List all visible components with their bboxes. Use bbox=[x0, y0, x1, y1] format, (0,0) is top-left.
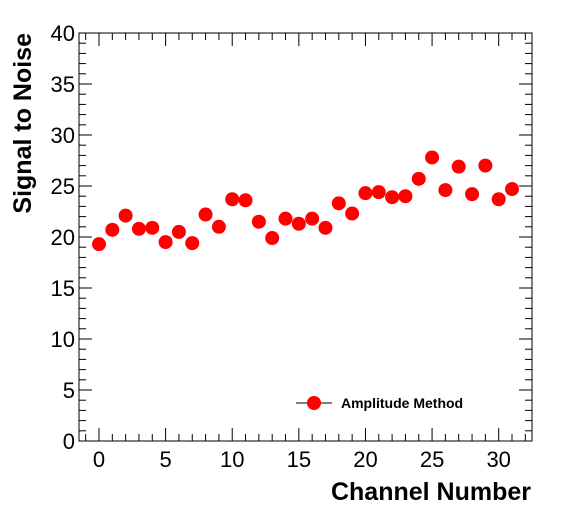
y-tick-label: 10 bbox=[51, 327, 75, 352]
data-point bbox=[238, 193, 253, 208]
legend: Amplitude Method bbox=[296, 395, 463, 411]
data-point bbox=[425, 150, 440, 165]
data-point bbox=[451, 159, 466, 174]
data-point bbox=[331, 196, 346, 211]
legend-label: Amplitude Method bbox=[341, 395, 463, 411]
data-point bbox=[225, 192, 240, 207]
data-point bbox=[145, 220, 160, 235]
y-axis-title: Signal to Noise bbox=[9, 33, 37, 214]
data-point bbox=[105, 222, 120, 237]
data-point bbox=[318, 220, 333, 235]
y-tick-label: 20 bbox=[51, 225, 75, 250]
data-point bbox=[131, 221, 146, 236]
x-tick-label: 0 bbox=[93, 447, 105, 472]
data-point bbox=[358, 186, 373, 201]
data-point bbox=[251, 214, 266, 229]
data-point bbox=[171, 224, 186, 239]
data-point bbox=[158, 235, 173, 250]
y-tick-label: 0 bbox=[63, 429, 75, 454]
x-axis-title: Channel Number bbox=[331, 478, 531, 506]
x-tick-label: 10 bbox=[220, 447, 244, 472]
data-point bbox=[491, 192, 506, 207]
y-tick-label: 25 bbox=[51, 174, 75, 199]
x-tick-label: 15 bbox=[287, 447, 311, 472]
y-tick-label: 30 bbox=[51, 123, 75, 148]
data-point bbox=[265, 231, 280, 246]
data-point bbox=[505, 182, 520, 197]
tick-labels: 0 5 10 15 20 25 30 0 5 10 15 20 25 30 35 40 bbox=[51, 21, 511, 472]
data-point bbox=[478, 158, 493, 173]
axis-ticks bbox=[79, 32, 532, 442]
data-point bbox=[465, 187, 480, 202]
data-point bbox=[305, 211, 320, 226]
data-point bbox=[278, 211, 293, 226]
data-point bbox=[371, 185, 386, 200]
x-tick-label: 30 bbox=[486, 447, 510, 472]
legend-marker bbox=[307, 396, 321, 410]
data-point bbox=[398, 189, 413, 204]
data-point bbox=[291, 216, 306, 231]
y-tick-label: 5 bbox=[63, 378, 75, 403]
data-point bbox=[211, 219, 226, 234]
data-point bbox=[438, 183, 453, 198]
data-point bbox=[385, 190, 400, 205]
data-point bbox=[411, 171, 426, 186]
x-tick-label: 20 bbox=[353, 447, 377, 472]
y-tick-label: 40 bbox=[51, 21, 75, 46]
y-tick-label: 35 bbox=[51, 72, 75, 97]
data-point bbox=[198, 207, 213, 222]
data-point bbox=[91, 237, 106, 252]
data-points bbox=[91, 150, 520, 252]
data-point bbox=[345, 206, 360, 221]
x-tick-label: 5 bbox=[159, 447, 171, 472]
x-tick-label: 25 bbox=[420, 447, 444, 472]
data-point bbox=[185, 236, 200, 251]
plot-frame bbox=[78, 32, 533, 442]
data-point bbox=[118, 208, 133, 223]
y-tick-label: 15 bbox=[51, 276, 75, 301]
